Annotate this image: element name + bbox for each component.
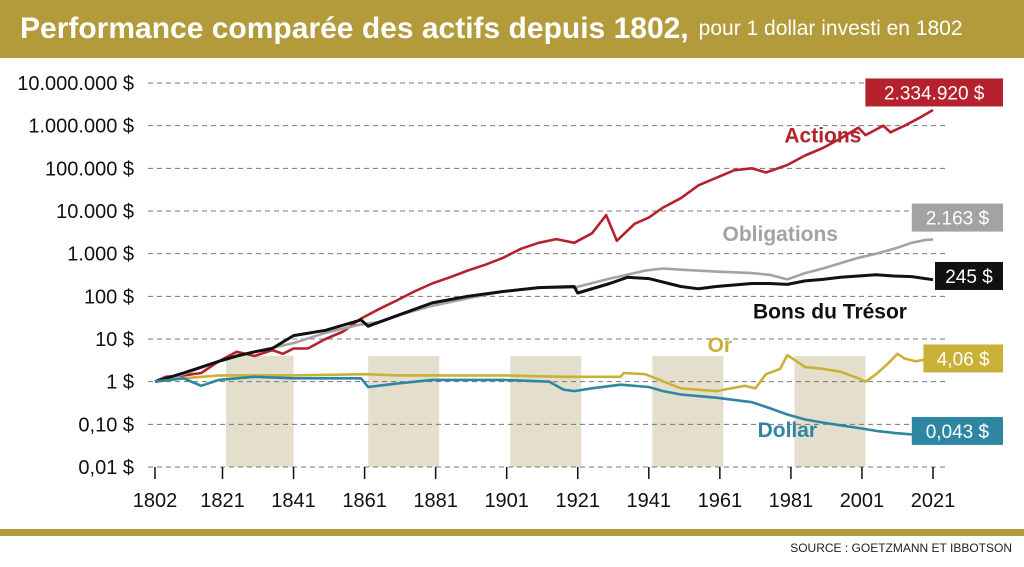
y-tick-label: 10.000.000 $: [17, 73, 134, 95]
x-tick-label: 1802: [133, 490, 178, 512]
end-value-box: [865, 78, 1003, 107]
chart-subtitle: pour 1 dollar investi en 1802: [698, 17, 963, 40]
x-tick-label: 1921: [555, 490, 600, 512]
shaded-period-0: [226, 355, 294, 467]
series-line-3: [154, 352, 934, 393]
x-tick-label: 1961: [698, 490, 743, 512]
source-note: SOURCE : GOETZMANN ET IBBOTSON: [790, 541, 1012, 555]
x-tick-label: 1941: [627, 490, 672, 512]
x-tick-label: 2021: [911, 490, 956, 512]
series-name-label: Actions: [784, 125, 861, 148]
series-name-label: Bons du Trésor: [753, 301, 907, 324]
series-line-4: [154, 375, 934, 442]
end-value-label: 0,043 $: [926, 422, 990, 443]
series-line-1: [154, 238, 934, 383]
y-tick-label: 1 $: [106, 372, 134, 394]
y-tick-label: 10 $: [95, 329, 134, 351]
end-value-box: [935, 261, 1003, 290]
y-tick-label: 100.000 $: [45, 158, 134, 180]
end-value-box: [911, 416, 1003, 445]
title-banner: Performance comparée des actifs depuis 1…: [0, 0, 1024, 58]
performance-chart: 10.000.000 $ 1.000.000 $ 100.000 $ 10.000 $…: [17, 73, 1003, 512]
end-value-label: 2.163 $: [926, 209, 990, 230]
x-tick-label: 1981: [769, 490, 814, 512]
end-value-label: 4,06 $: [937, 349, 990, 370]
series-name-label: Obligations: [722, 223, 838, 246]
shaded-period-2: [510, 355, 582, 467]
series-name-label: Dollar: [758, 419, 818, 442]
x-tick-label: 1901: [484, 490, 529, 512]
x-tick-label: 2001: [840, 490, 885, 512]
bottom-bar: [0, 529, 1024, 536]
series-line-2: [154, 273, 934, 384]
x-tick-label: 1861: [342, 490, 387, 512]
series-line-0: [154, 108, 934, 383]
shaded-period-1: [368, 355, 440, 467]
end-value-label: 2.334.920 $: [884, 83, 985, 104]
y-tick-label: 100 $: [84, 286, 134, 308]
x-tick-label: 1841: [271, 490, 316, 512]
y-tick-label: 1.000.000 $: [28, 116, 134, 138]
end-value-label: 245 $: [945, 267, 993, 288]
end-value-box: [911, 203, 1003, 232]
end-value-box: [923, 344, 1003, 373]
y-tick-label: 10.000 $: [56, 201, 134, 223]
chart-title: Performance comparée des actifs depuis 1…: [20, 12, 689, 45]
y-tick-label: 0,01 $: [78, 457, 134, 479]
y-tick-label: 0,10 $: [78, 414, 134, 436]
x-tick-label: 1881: [413, 490, 458, 512]
series-name-label: Or: [708, 334, 733, 357]
y-tick-label: 1.000 $: [67, 244, 134, 266]
shaded-period-4: [794, 355, 866, 467]
x-tick-label: 1821: [200, 490, 245, 512]
shaded-period-3: [652, 355, 724, 467]
